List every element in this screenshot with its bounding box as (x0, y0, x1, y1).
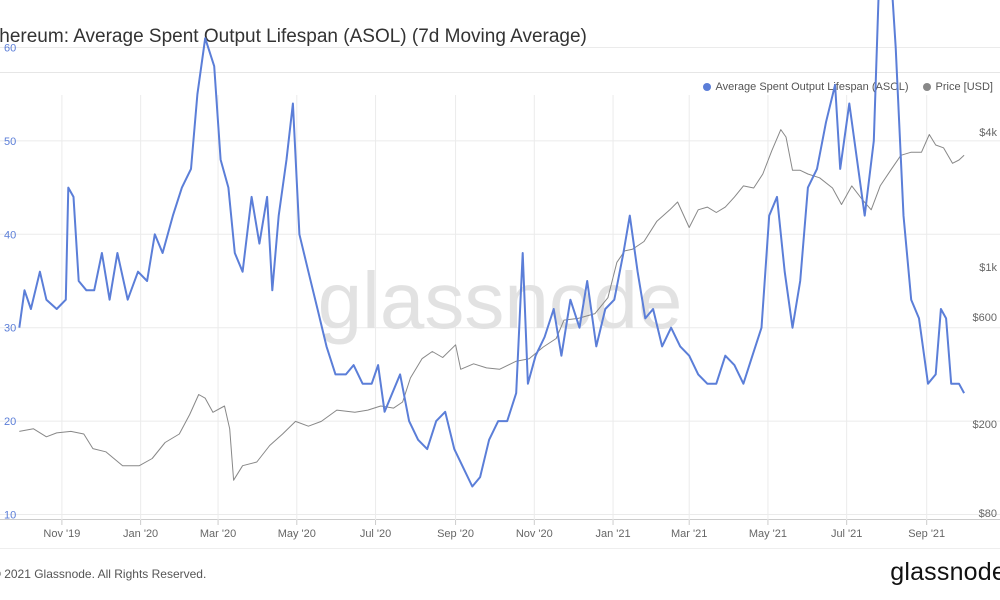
y-left-tick-label: 50 (4, 136, 16, 148)
asol-layer (18, 0, 965, 488)
y-right-tick-label: $80 (979, 508, 997, 520)
chart-plot: glassnode 10203040506070$80$200$600$1k$4… (0, 0, 1000, 541)
x-tick-label: Nov '20 (516, 528, 553, 540)
y-left-tick-label: 40 (4, 229, 16, 241)
y-left-tick-label: 30 (4, 323, 16, 335)
y-right-tick-label: $1k (979, 262, 997, 274)
x-tick-label: May '20 (278, 528, 316, 540)
legend-dot-asol-icon (702, 83, 711, 91)
watermark: glassnode (318, 256, 683, 345)
chart-legend: Average Spent Output Lifespan (ASOL) Pri… (702, 81, 993, 93)
series-line-asol (18, 0, 965, 488)
x-tick-label: Mar '21 (671, 528, 707, 540)
x-tick-label: Sep '21 (908, 528, 945, 540)
x-tick-label: Mar '20 (200, 528, 236, 540)
x-tick-label: Jan '20 (123, 528, 158, 540)
legend-label-asol: Average Spent Output Lifespan (ASOL) (715, 81, 909, 93)
glassnode-logo: glassnode (890, 558, 1000, 586)
legend-item-asol[interactable]: Average Spent Output Lifespan (ASOL) (702, 81, 909, 93)
x-tick-label: Jul '21 (831, 528, 862, 540)
x-tick-label: Jan '21 (595, 528, 630, 540)
x-tick-label: Jul '20 (360, 528, 391, 540)
footer-divider (0, 548, 1000, 549)
y-left-tick-label: 10 (4, 510, 16, 522)
copyright-label: 2021 Glassnode. All Rights Reserved. (4, 567, 207, 581)
y-left-tick-label: 20 (4, 416, 16, 428)
copyright-text: © 2021 Glassnode. All Rights Reserved. (0, 567, 206, 581)
x-tick-label: Sep '20 (437, 528, 474, 540)
legend-dot-price-icon (922, 83, 931, 91)
legend-label-price: Price [USD] (935, 81, 993, 93)
grid-layer (0, 47, 1000, 525)
series-line-price (19, 129, 965, 481)
y-right-tick-label: $600 (973, 312, 997, 324)
x-tick-label: May '21 (749, 528, 787, 540)
y-right-tick-label: $200 (973, 419, 997, 431)
chart-title: thereum: Average Spent Output Lifespan (… (0, 26, 587, 47)
legend-item-price[interactable]: Price [USD] (922, 81, 993, 93)
x-tick-label: Nov '19 (43, 528, 80, 540)
price-layer (19, 129, 965, 481)
y-left-tick-label: 60 (4, 43, 16, 55)
header-divider (0, 72, 1000, 73)
y-right-tick-label: $4k (979, 127, 997, 139)
